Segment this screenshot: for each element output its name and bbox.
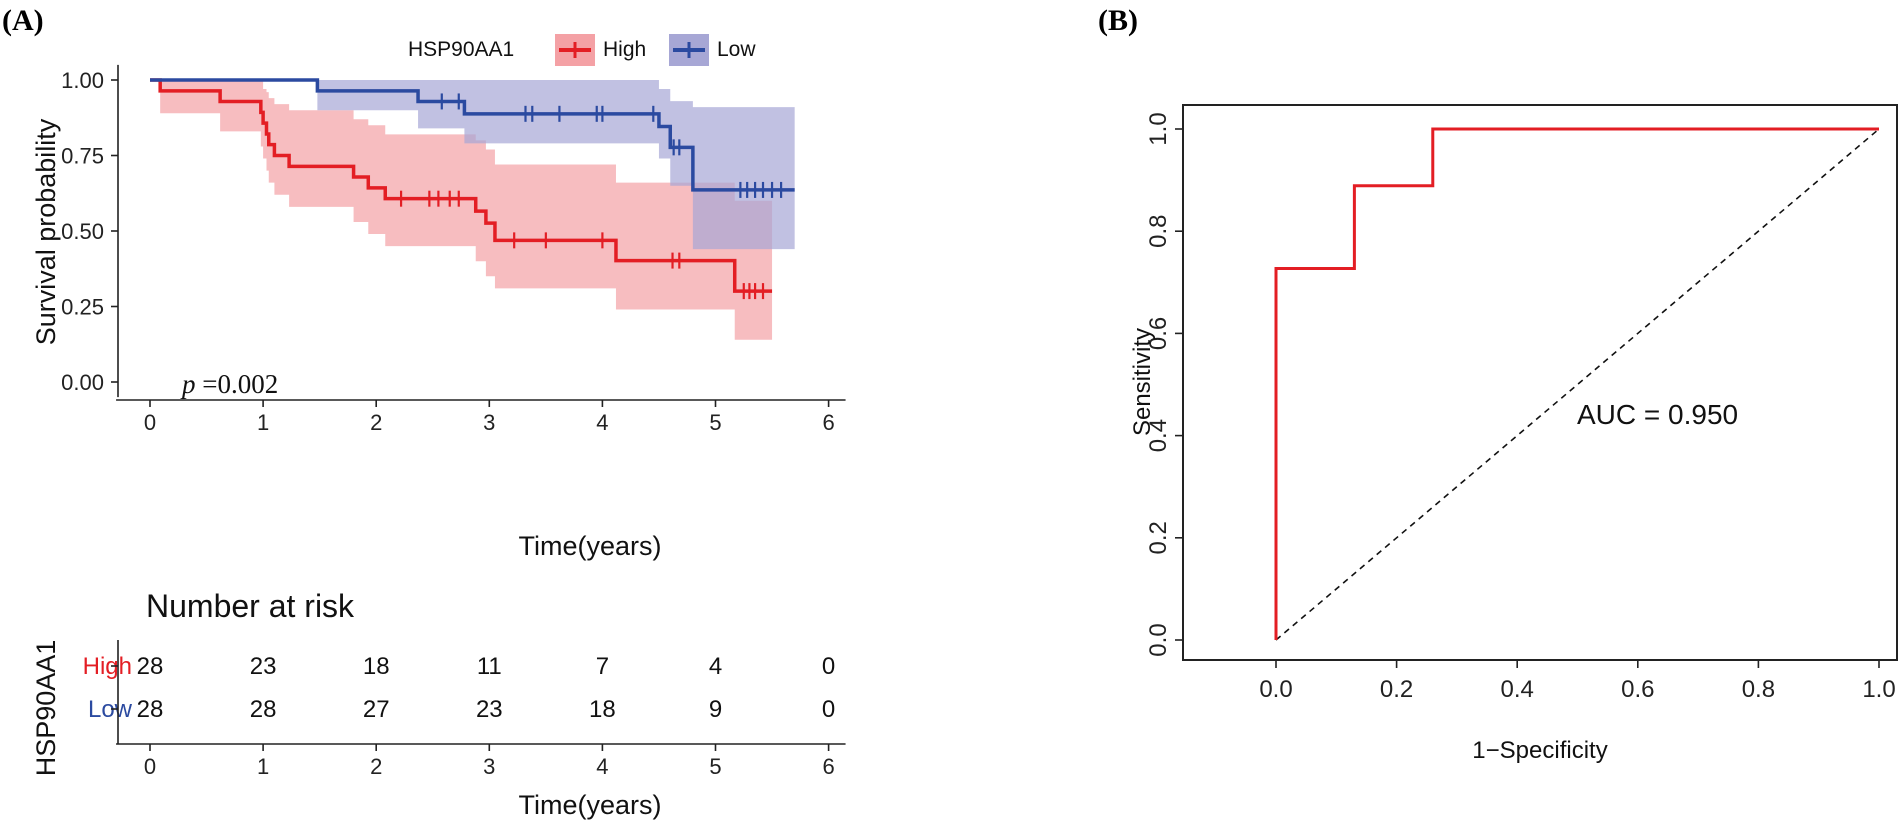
km-x-tick-label: 2 xyxy=(370,410,382,435)
km-p-value: p =0.002 xyxy=(180,369,278,399)
risk-cell-low: 0 xyxy=(822,696,835,723)
roc-y-tick-label: 0.0 xyxy=(1145,623,1172,656)
km-ci-band-high xyxy=(150,80,773,340)
km-legend-low-label: Low xyxy=(717,38,756,61)
km-curve-low xyxy=(150,78,795,192)
risk-x-tick-label: 1 xyxy=(257,754,269,779)
km-x-tick-label: 3 xyxy=(483,410,495,435)
risk-cell-high: 0 xyxy=(822,653,835,680)
km-legend-title: HSP90AA1 xyxy=(408,38,514,61)
km-x-tick-label: 5 xyxy=(709,410,721,435)
risk-x-tick-label: 2 xyxy=(370,754,382,779)
risk-table-cells: 28 23 18 11 7 4 0 28 28 27 23 18 9 0 xyxy=(137,653,836,723)
km-ci-band-low xyxy=(150,80,795,250)
km-curve-high xyxy=(150,78,773,293)
km-plot: 0.00 0.25 0.50 0.75 1.00 0 1 2 3 4 5 6 Survival pro… xyxy=(31,64,846,561)
panel-a-label: (A) xyxy=(2,4,44,37)
roc-x-tick-label: 0.2 xyxy=(1380,676,1413,703)
km-survival-curves xyxy=(150,78,795,293)
roc-y-tick-label: 0.8 xyxy=(1145,215,1172,248)
risk-cell-high: 23 xyxy=(250,653,277,680)
risk-cell-high: 28 xyxy=(137,653,164,680)
risk-cell-high: 7 xyxy=(596,653,609,680)
risk-cell-high: 4 xyxy=(709,653,722,680)
km-y-tick-label: 0.75 xyxy=(61,144,104,169)
risk-x-tick-label: 3 xyxy=(483,754,495,779)
risk-table-title: Number at risk xyxy=(146,588,355,624)
roc-reference-diagonal xyxy=(1275,128,1880,641)
risk-table-y-title: HSP90AA1 xyxy=(31,640,61,777)
roc-axes: 0.0 0.2 0.4 0.6 0.8 1.0 0.0 0.2 0.4 0.6 0.8 1.0 xyxy=(1145,112,1896,703)
risk-cell-low: 28 xyxy=(137,696,164,723)
roc-plot-frame xyxy=(1182,104,1898,661)
risk-cell-low: 9 xyxy=(709,696,722,723)
risk-cell-low: 23 xyxy=(476,696,503,723)
km-x-tick-label: 1 xyxy=(257,410,269,435)
panel-b-label: (B) xyxy=(1098,4,1138,37)
risk-cell-low: 18 xyxy=(589,696,616,723)
roc-x-tick-label: 1.0 xyxy=(1862,676,1895,703)
risk-x-tick-label: 4 xyxy=(596,754,608,779)
roc-x-tick-label: 0.0 xyxy=(1259,676,1292,703)
roc-x-tick-label: 0.6 xyxy=(1621,676,1654,703)
risk-cell-low: 27 xyxy=(363,696,390,723)
km-p-text: =0.002 xyxy=(196,369,279,399)
roc-auc-label: AUC = 0.950 xyxy=(1577,399,1738,430)
risk-x-tick-label: 5 xyxy=(709,754,721,779)
roc-y-tick-label: 1.0 xyxy=(1145,112,1172,145)
roc-y-axis-title: Sensitivity xyxy=(1129,328,1156,436)
km-y-tick-label: 1.00 xyxy=(61,68,104,93)
km-axes: 0.00 0.25 0.50 0.75 1.00 0 1 2 3 4 5 6 xyxy=(61,64,846,435)
km-y-tick-label: 0.00 xyxy=(61,370,104,395)
roc-x-axis-title: 1−Specificity xyxy=(1472,737,1607,764)
km-x-tick-label: 0 xyxy=(144,410,156,435)
roc-y-tick-label: 0.6 xyxy=(1145,317,1172,350)
risk-x-tick-label: 6 xyxy=(822,754,834,779)
km-censor-marks xyxy=(399,93,783,300)
risk-cell-low: 28 xyxy=(250,696,277,723)
km-confidence-bands xyxy=(150,80,795,340)
risk-table: Number at risk HSP90AA1 High Low 28 23 18 1… xyxy=(31,588,846,820)
km-y-tick-label: 0.50 xyxy=(61,219,104,244)
roc-y-tick-label: 0.2 xyxy=(1145,521,1172,554)
roc-x-tick-label: 0.4 xyxy=(1501,676,1534,703)
roc-plot: 0.0 0.2 0.4 0.6 0.8 1.0 0.0 0.2 0.4 0.6 0.8 1.0 AUC… xyxy=(1129,104,1898,764)
km-legend: HSP90AA1 High Low xyxy=(408,34,756,66)
risk-row-low-label: Low xyxy=(88,696,133,723)
risk-row-high-label: High xyxy=(83,653,132,680)
risk-x-tick-label: 0 xyxy=(144,754,156,779)
roc-x-tick-label: 0.8 xyxy=(1742,676,1775,703)
km-x-tick-label: 6 xyxy=(822,410,834,435)
risk-x-axis-title: Time(years) xyxy=(518,790,661,820)
roc-curve xyxy=(1274,127,1879,640)
km-p-letter: p xyxy=(180,369,196,399)
km-x-tick-label: 4 xyxy=(596,410,608,435)
risk-cell-high: 18 xyxy=(363,653,390,680)
risk-cell-high: 11 xyxy=(477,653,502,680)
km-y-tick-label: 0.25 xyxy=(61,295,104,320)
km-x-axis-title: Time(years) xyxy=(518,531,661,561)
km-legend-high-label: High xyxy=(603,38,646,61)
roc-y-tick-label: 0.4 xyxy=(1145,419,1172,452)
km-y-axis-title: Survival probability xyxy=(31,118,61,345)
